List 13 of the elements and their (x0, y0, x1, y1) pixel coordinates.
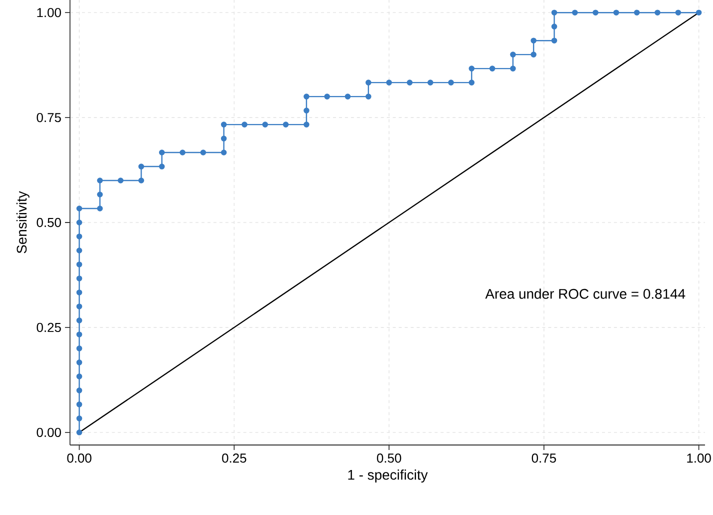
y-tick-label: 0.75 (36, 112, 61, 122)
x-tick-label: 0.75 (532, 454, 556, 463)
x-tick-label: 1.00 (687, 454, 711, 463)
x-tick-label: 0.00 (67, 454, 92, 463)
annotation: Area under ROC curve = 0.8144 (485, 288, 686, 299)
y-tick-label: 0.25 (36, 322, 61, 332)
y-axis-title: Sensitivity (16, 191, 30, 254)
y-tick-label: 1.00 (37, 8, 61, 18)
y-tick-label: 0.50 (36, 218, 61, 228)
x-tick-label: 0.25 (222, 454, 246, 463)
x-axis-title: 1 - specificity (348, 470, 428, 483)
y-tick-label: 0.00 (36, 428, 61, 437)
x-tick-label: 0.50 (376, 454, 402, 463)
